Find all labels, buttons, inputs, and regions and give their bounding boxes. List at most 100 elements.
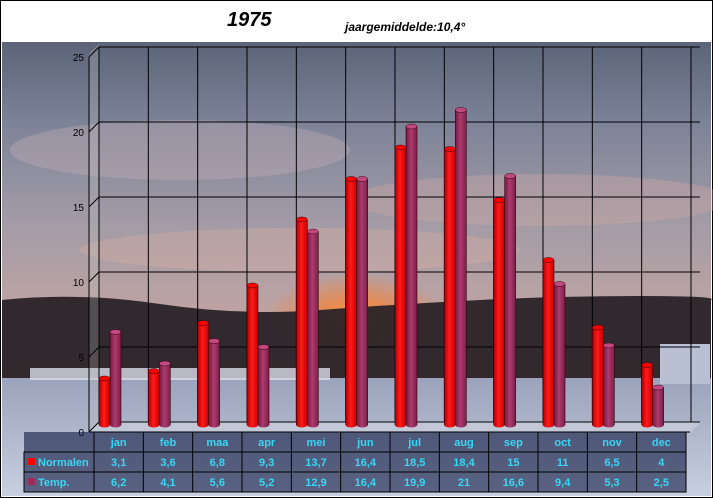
x-tick-label: aug — [454, 437, 474, 449]
data-label: 4 — [658, 457, 665, 469]
bar-body — [444, 148, 456, 426]
data-label: 3,6 — [160, 457, 175, 469]
data-label: 13,7 — [305, 457, 326, 469]
bar-base — [208, 422, 220, 428]
bar-normalen — [641, 362, 653, 428]
legend-swatch — [28, 458, 35, 465]
x-tick-label: mei — [307, 437, 326, 449]
bar-base — [197, 422, 209, 428]
bar-body — [197, 322, 209, 426]
bar-base — [296, 422, 308, 428]
bar-normalen — [296, 216, 308, 428]
gridline-return — [88, 196, 100, 208]
gridline-return — [88, 121, 100, 133]
data-label: 6,2 — [111, 477, 126, 489]
bar-body — [455, 109, 467, 426]
bar-base — [406, 422, 417, 428]
bar-body — [345, 178, 357, 426]
bar-top — [356, 176, 368, 182]
y-tick-label: 10 — [73, 278, 85, 289]
bar-normalen — [394, 144, 407, 428]
bar-top — [493, 197, 505, 203]
bar-temp — [553, 281, 566, 428]
x-tick-label: jan — [110, 437, 127, 449]
bar-base — [258, 422, 269, 428]
bar-normalen — [197, 320, 209, 428]
bar-normalen — [345, 176, 357, 428]
data-table: jan feb maa apr mei jun jul aug sep oct nov dec Norm… — [23, 431, 687, 493]
bar-normalen — [148, 368, 160, 428]
data-label: 3,1 — [111, 457, 126, 469]
bar-body — [159, 363, 171, 426]
bar-base — [356, 422, 368, 428]
data-label: 19,9 — [404, 477, 425, 489]
legend-label: Normalen — [38, 457, 89, 469]
data-label: 9,3 — [259, 457, 274, 469]
data-label: 16,6 — [503, 477, 524, 489]
bar-body — [394, 147, 407, 426]
chart-title: 1975 — [227, 9, 272, 31]
bar-body — [652, 387, 664, 426]
data-label: 6,5 — [604, 457, 619, 469]
data-label: 5,2 — [259, 477, 274, 489]
bar-body — [405, 126, 418, 426]
bar-body — [356, 178, 368, 426]
bar-base — [592, 422, 604, 428]
bar-body — [493, 199, 505, 426]
bar-top — [504, 173, 516, 179]
bar-base — [455, 422, 467, 428]
data-label: 16,4 — [355, 457, 377, 469]
data-label: 15 — [507, 457, 519, 469]
bar-body — [208, 340, 220, 426]
bar-top — [257, 344, 270, 350]
y-tick-label: 5 — [78, 353, 84, 364]
bar-body — [148, 370, 160, 426]
data-label: 9,4 — [555, 477, 571, 489]
y-tick-label: 15 — [73, 203, 85, 214]
data-label: 11 — [557, 457, 569, 469]
bar-body — [592, 327, 604, 426]
data-label: 12,9 — [305, 477, 326, 489]
x-tick-label: apr — [258, 437, 276, 449]
bar-base — [641, 422, 653, 428]
x-tick-label: maa — [206, 437, 229, 449]
bar-temp — [455, 107, 467, 428]
bar-temp — [652, 384, 664, 428]
gridline-return — [88, 346, 100, 358]
bar-base — [652, 422, 664, 428]
bar-temp — [603, 342, 615, 428]
bar-top — [652, 384, 664, 391]
legend-swatch — [28, 478, 35, 485]
bar-top — [246, 282, 259, 289]
bar-body — [257, 346, 270, 426]
bar-normalen — [98, 375, 111, 428]
bar-top — [345, 176, 357, 182]
bar-base — [504, 422, 516, 428]
bars — [98, 107, 664, 428]
bar-normalen — [542, 257, 555, 428]
bar-top — [641, 362, 653, 368]
bar-top — [394, 144, 407, 151]
bar-body — [504, 175, 516, 426]
x-tick-label: sep — [504, 437, 523, 449]
bar-base — [110, 422, 121, 428]
bar-top — [148, 368, 160, 374]
y-tick-label: 20 — [73, 128, 85, 139]
bar-base — [543, 422, 554, 428]
bar-top — [109, 329, 122, 335]
bar-temp — [356, 176, 368, 428]
bar-temp — [307, 228, 319, 428]
x-tick-label: nov — [602, 437, 622, 449]
bar-top — [405, 123, 418, 130]
bar-body — [553, 283, 566, 426]
bar-top — [208, 338, 220, 344]
bar-top — [553, 281, 566, 287]
x-tick-label: feb — [160, 437, 177, 449]
bar-temp — [208, 338, 220, 428]
bar-base — [603, 422, 615, 428]
bar-top — [159, 360, 171, 367]
data-label: 16,4 — [355, 477, 377, 489]
bar-body — [542, 259, 555, 426]
bar-base — [307, 422, 319, 428]
gridline-return — [88, 46, 100, 58]
